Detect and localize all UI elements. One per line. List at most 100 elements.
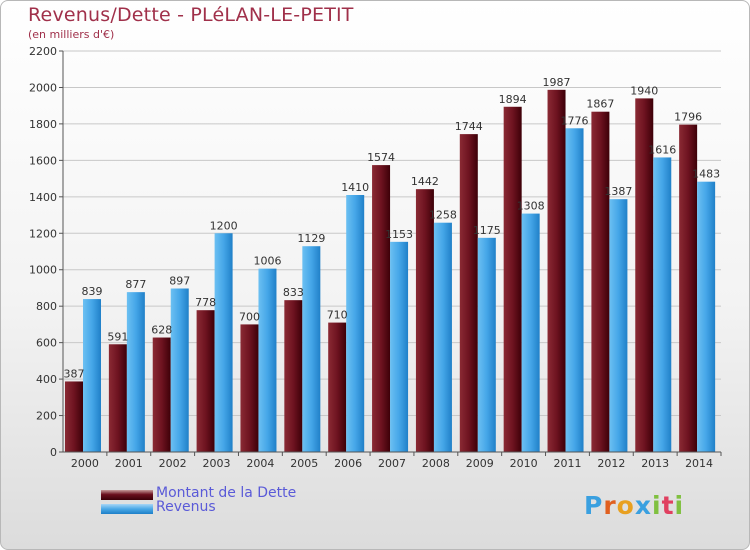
data-label-dette: 1744 <box>455 120 483 133</box>
data-label-dette: 710 <box>327 309 348 322</box>
data-label-dette: 1987 <box>543 76 571 89</box>
bar-dette <box>284 300 303 452</box>
bar-revenus <box>390 241 409 452</box>
legend-label-revenus: Revenus <box>156 499 216 515</box>
chart-subtitle: (en milliers d'€) <box>28 28 115 41</box>
data-label-revenus: 1175 <box>473 224 501 237</box>
x-tick-label: 2001 <box>115 457 143 470</box>
data-label-dette: 628 <box>151 324 172 337</box>
y-tick-label: 0 <box>50 446 57 459</box>
bar-dette <box>679 124 698 452</box>
data-label-revenus: 1308 <box>517 200 545 213</box>
proxiti-logo: Proxiti <box>584 491 684 520</box>
x-tick-label: 2002 <box>159 457 187 470</box>
logo-letter: i <box>652 491 662 520</box>
logo-letter: i <box>674 491 685 520</box>
bar-dette <box>108 344 127 452</box>
bar-revenus <box>521 213 540 452</box>
data-label-dette: 778 <box>195 296 216 309</box>
data-label-dette: 1796 <box>674 111 702 124</box>
bar-revenus <box>565 128 584 452</box>
bar-dette <box>152 337 171 452</box>
y-tick-label: 2000 <box>29 81 57 94</box>
bar-revenus <box>302 246 321 452</box>
bar-revenus <box>83 299 101 452</box>
data-label-revenus: 1153 <box>385 228 413 241</box>
x-tick-label: 2004 <box>246 457 274 470</box>
x-tick-label: 2005 <box>290 457 318 470</box>
x-tick-label: 2008 <box>422 457 450 470</box>
y-tick-label: 600 <box>36 337 57 350</box>
y-tick-label: 800 <box>36 300 57 313</box>
y-tick-label: 1200 <box>29 227 57 240</box>
data-label-dette: 387 <box>64 367 85 380</box>
legend-swatch-dette <box>101 490 153 500</box>
x-tick-label: 2011 <box>553 457 581 470</box>
x-tick-label: 2003 <box>203 457 231 470</box>
x-tick-label: 2013 <box>641 457 669 470</box>
data-label-dette: 700 <box>239 310 260 323</box>
bar-revenus <box>214 233 233 452</box>
bar-revenus <box>126 292 145 452</box>
logo-letter: P <box>584 491 604 520</box>
bar-dette <box>459 134 478 452</box>
bar-revenus <box>433 222 452 452</box>
bar-dette <box>240 324 259 452</box>
bar-dette <box>547 89 566 452</box>
y-tick-label: 400 <box>36 373 57 386</box>
y-tick-label: 2200 <box>29 45 57 58</box>
x-tick-label: 2000 <box>71 457 99 470</box>
data-label-revenus: 1387 <box>604 185 632 198</box>
logo-letter: r <box>603 491 617 520</box>
data-label-dette: 1574 <box>367 151 395 164</box>
data-label-dette: 1894 <box>499 93 527 106</box>
legend-label-dette: Montant de la Dette <box>156 485 297 501</box>
data-label-revenus: 897 <box>169 275 190 288</box>
data-label-revenus: 1776 <box>561 114 589 127</box>
data-label-revenus: 1616 <box>648 143 676 156</box>
bar-revenus <box>170 288 189 452</box>
x-tick-label: 2007 <box>378 457 406 470</box>
x-tick-label: 2012 <box>597 457 625 470</box>
bar-dette <box>591 111 610 453</box>
data-label-revenus: 1410 <box>341 181 369 194</box>
bar-dette <box>65 381 83 452</box>
bar-dette <box>372 165 391 452</box>
bar-dette <box>328 322 347 452</box>
axes: 0 200 400 600 800 1000 1200 1400 1600 1800 2000 220… <box>29 45 722 470</box>
data-label-revenus: 1200 <box>210 219 238 232</box>
logo-letter: o <box>616 491 635 520</box>
bar-revenus <box>697 181 716 452</box>
bar-revenus <box>346 194 365 452</box>
data-label-revenus: 1129 <box>297 232 325 245</box>
data-label-dette: 1867 <box>586 98 614 111</box>
bars <box>65 89 716 453</box>
y-tick-label: 1800 <box>29 118 57 131</box>
y-tick-label: 200 <box>36 410 57 423</box>
bar-dette <box>635 98 654 453</box>
logo-letter: t <box>661 491 675 520</box>
x-tick-label: 2014 <box>685 457 713 470</box>
bar-dette <box>415 189 434 452</box>
data-label-revenus: 1006 <box>253 255 281 268</box>
data-label-revenus: 1258 <box>429 209 457 222</box>
bar-dette <box>196 310 215 452</box>
data-label-revenus: 839 <box>82 285 103 298</box>
x-tick-label: 2006 <box>334 457 362 470</box>
data-labels: 387 839 591 877 628 897 778 1200 700 1006 833 1129 7… <box>64 76 721 381</box>
data-label-dette: 591 <box>107 330 128 343</box>
bar-revenus <box>477 237 496 452</box>
chart-title: Revenus/Dette - PLéLAN-LE-PETIT <box>28 4 354 26</box>
data-label-revenus: 1483 <box>692 168 720 181</box>
bar-revenus <box>258 268 277 452</box>
data-label-dette: 1442 <box>411 175 439 188</box>
logo-letter: x <box>634 491 652 520</box>
bar-revenus <box>653 157 672 452</box>
data-label-dette: 833 <box>283 286 304 299</box>
x-tick-label: 2010 <box>510 457 538 470</box>
data-label-dette: 1940 <box>630 84 658 97</box>
y-tick-label: 1600 <box>29 154 57 167</box>
legend-swatch-revenus <box>101 504 153 514</box>
